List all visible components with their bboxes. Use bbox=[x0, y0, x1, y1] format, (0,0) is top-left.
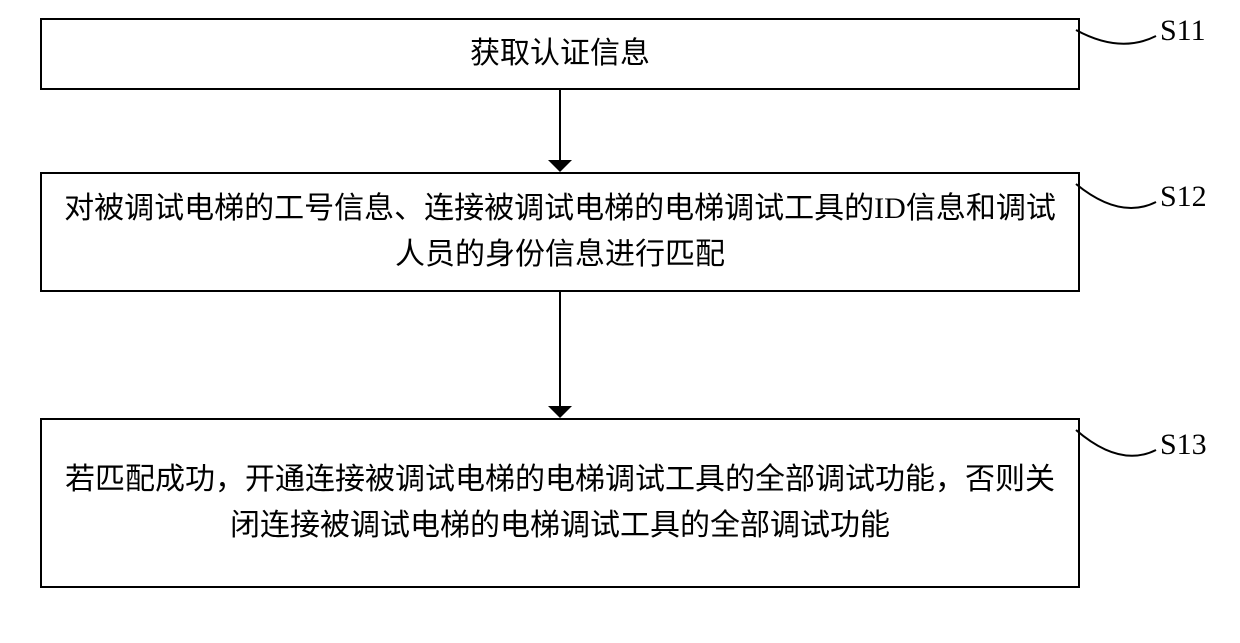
edge-s12-s13 bbox=[559, 292, 561, 408]
step-label-s13: S13 bbox=[1160, 428, 1207, 462]
node-text-s13: 若匹配成功，开通连接被调试电梯的电梯调试工具的全部调试功能，否则关闭连接被调试电… bbox=[62, 457, 1058, 550]
leader-s12 bbox=[1072, 180, 1160, 238]
flowchart-node-s12: 对被调试电梯的工号信息、连接被调试电梯的电梯调试工具的ID信息和调试人员的身份信… bbox=[40, 172, 1080, 292]
step-label-s12: S12 bbox=[1160, 180, 1207, 214]
node-text-s11: 获取认证信息 bbox=[470, 31, 650, 78]
edge-s11-s12 bbox=[559, 90, 561, 162]
flowchart-node-s13: 若匹配成功，开通连接被调试电梯的电梯调试工具的全部调试功能，否则关闭连接被调试电… bbox=[40, 418, 1080, 588]
arrowhead-s11-s12 bbox=[548, 160, 572, 172]
arrowhead-s12-s13 bbox=[548, 406, 572, 418]
step-label-s11: S11 bbox=[1160, 14, 1206, 48]
leader-s11 bbox=[1072, 26, 1160, 72]
leader-s13 bbox=[1072, 426, 1160, 486]
node-text-s12: 对被调试电梯的工号信息、连接被调试电梯的电梯调试工具的ID信息和调试人员的身份信… bbox=[62, 186, 1058, 279]
flowchart-node-s11: 获取认证信息 bbox=[40, 18, 1080, 90]
